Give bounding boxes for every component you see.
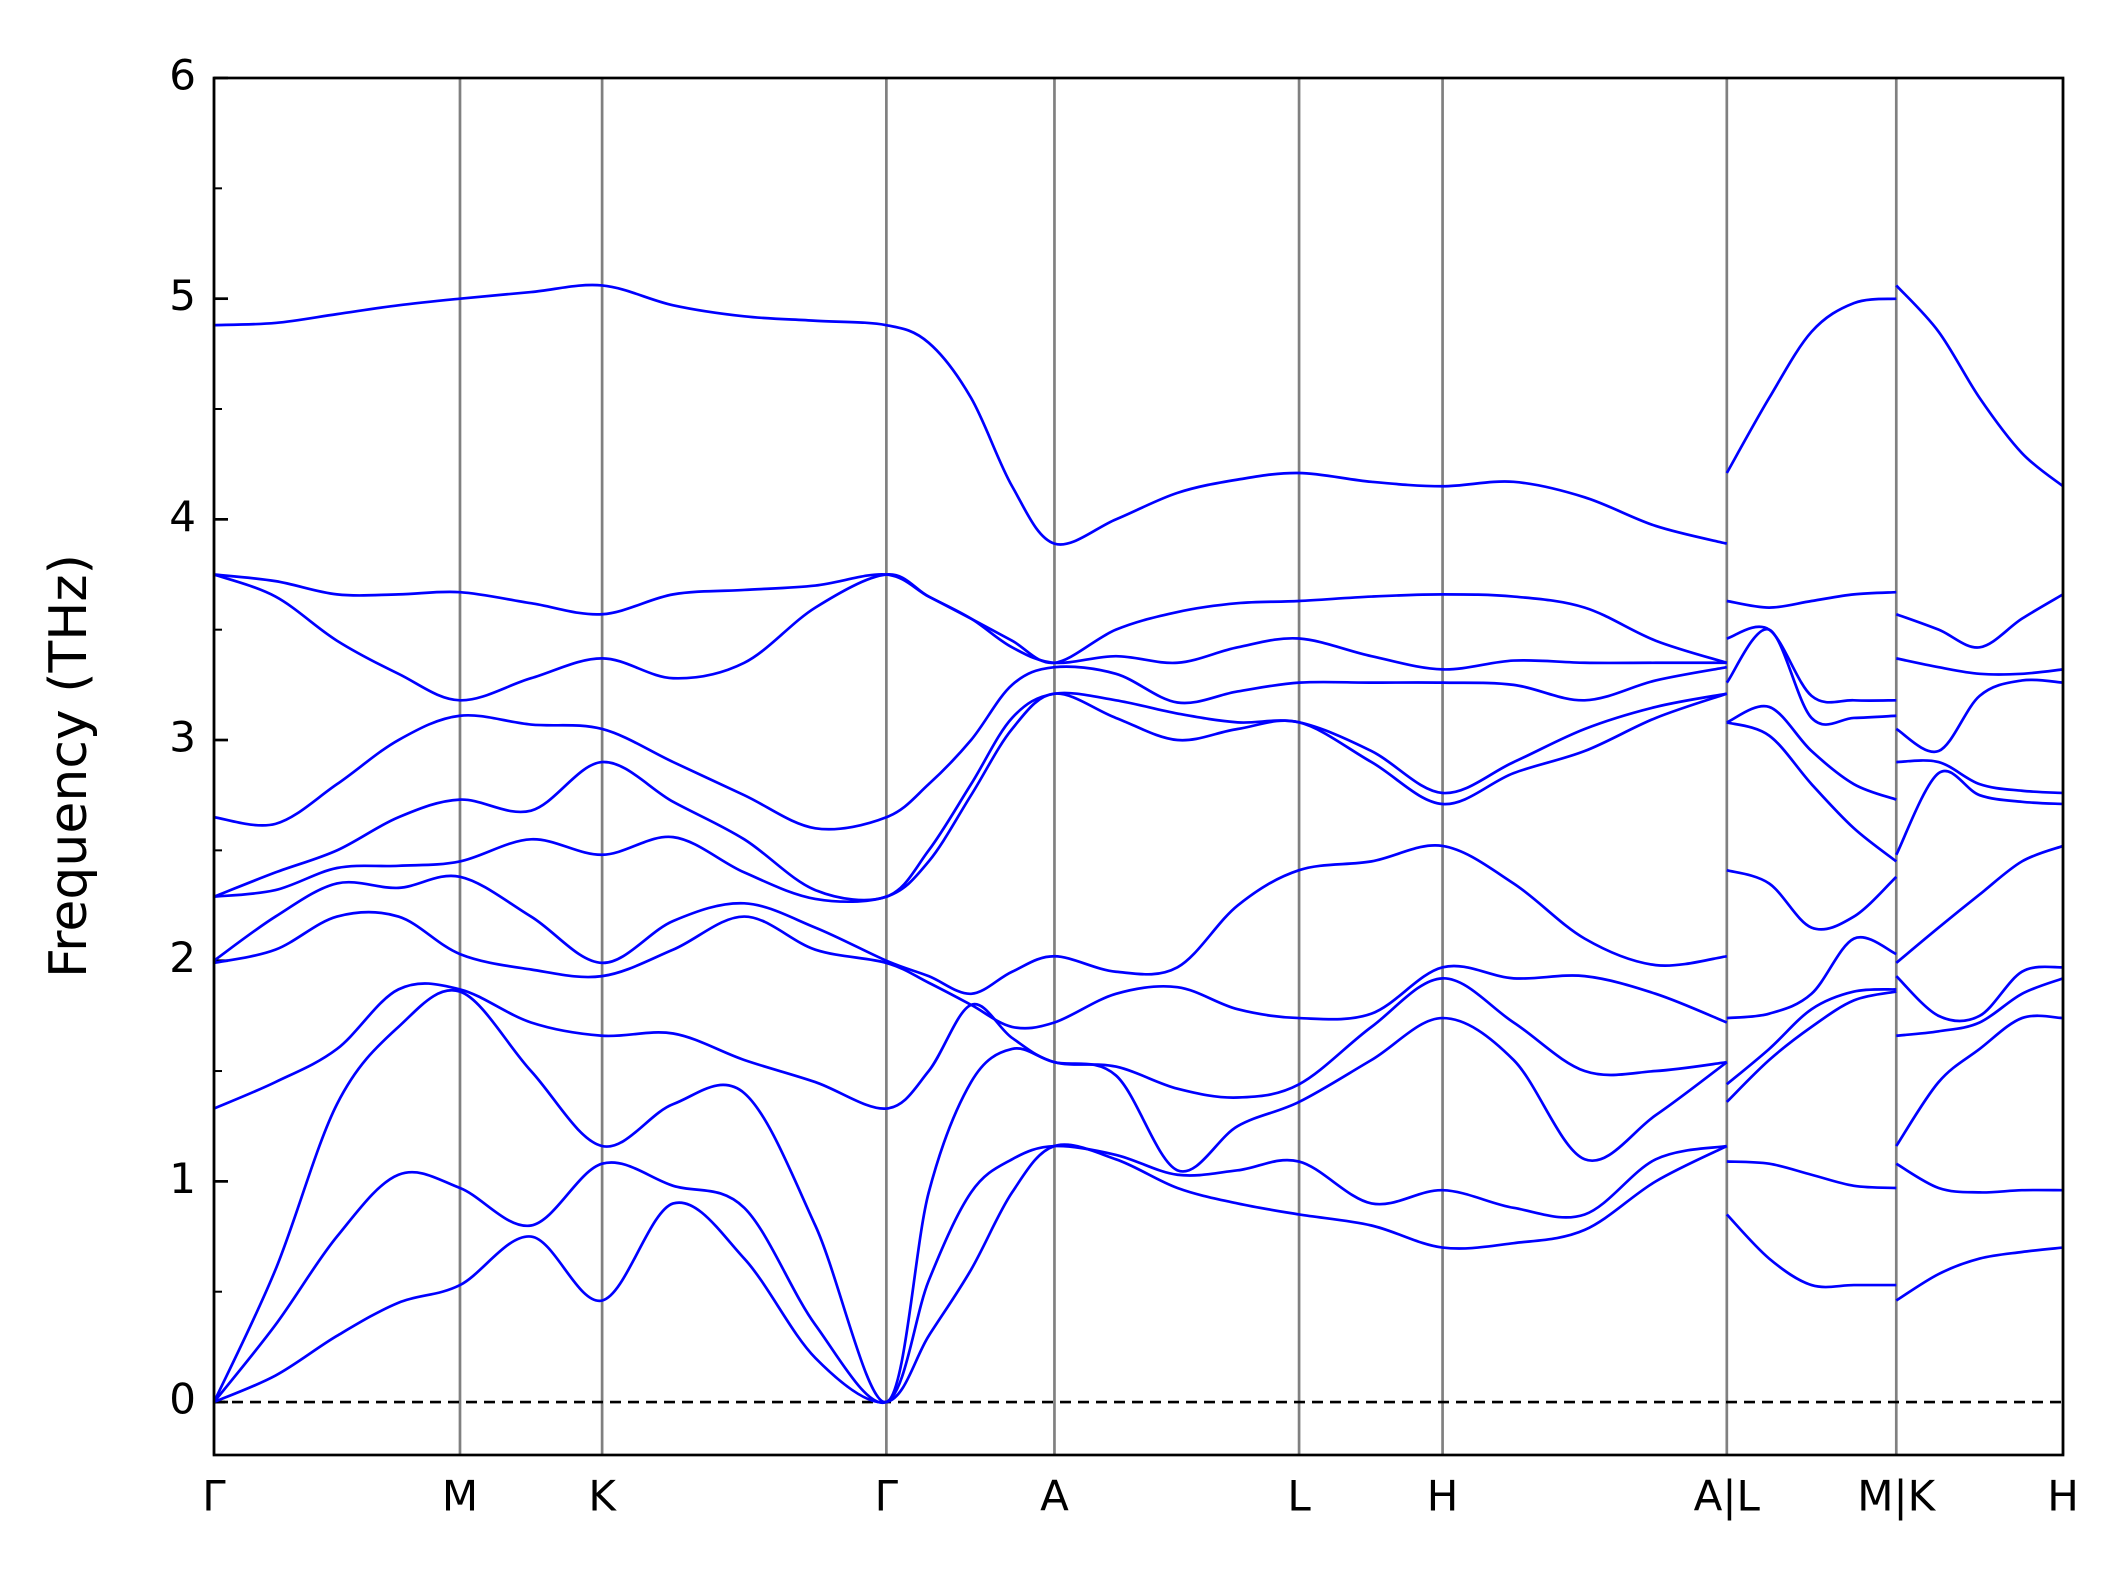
y-tick-label: 4	[169, 492, 196, 541]
y-tick-label: 6	[169, 51, 196, 100]
x-tick-label: L	[1287, 1472, 1311, 1521]
x-tick-label: M|K	[1857, 1472, 1936, 1521]
band	[213, 844, 2064, 996]
y-tick-label: 1	[169, 1154, 196, 1203]
x-tick-label: Γ	[202, 1472, 226, 1521]
band	[213, 691, 2064, 902]
x-tick-label: K	[588, 1472, 617, 1521]
plot-frame	[212, 76, 2065, 1457]
band	[213, 976, 2064, 1110]
band	[213, 572, 2064, 665]
band	[213, 1143, 2064, 1404]
y-axis-label: Frequency (THz)	[39, 554, 99, 978]
y-tick-label: 0	[169, 1375, 196, 1424]
y-tick-label: 5	[169, 271, 196, 320]
x-tick-label: Γ	[875, 1472, 899, 1521]
band	[213, 628, 2064, 831]
y-tick-label: 2	[169, 933, 196, 982]
band	[213, 692, 2064, 904]
band	[212, 988, 2064, 1404]
x-tick-label: A|L	[1694, 1472, 1761, 1521]
band	[212, 1144, 2064, 1404]
y-tick-label: 3	[169, 713, 196, 762]
band	[213, 283, 2064, 546]
x-tick-label: M	[442, 1472, 478, 1521]
band	[213, 910, 2064, 1030]
x-tick-label: H	[1427, 1472, 1459, 1521]
x-tick-label: A	[1040, 1472, 1069, 1521]
x-tick-label: H	[2047, 1472, 2079, 1521]
